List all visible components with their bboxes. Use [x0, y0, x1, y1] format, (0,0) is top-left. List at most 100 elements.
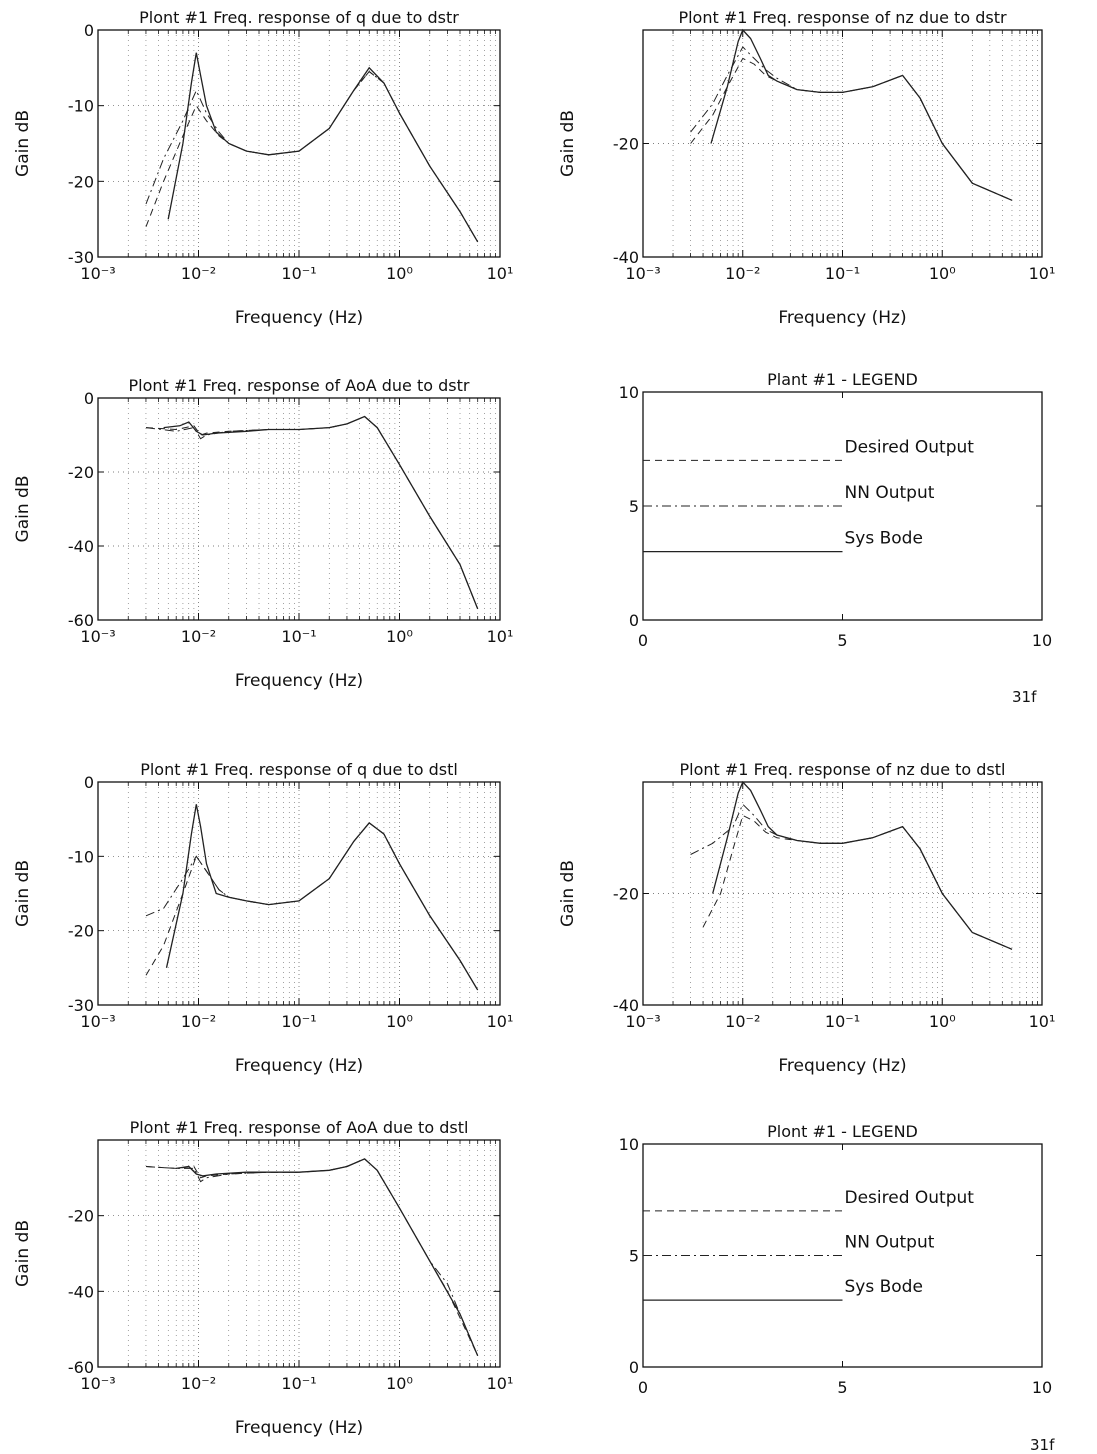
series-line: [176, 1158, 479, 1356]
y-tick-label: 0: [629, 611, 639, 630]
series-line: [145, 822, 479, 991]
x-tick-label: 10⁻²: [181, 1374, 216, 1393]
page-label-top: 31f: [1012, 688, 1037, 706]
y-tick-label: 0: [84, 21, 94, 40]
legend-entry-label: Sys Bode: [845, 529, 923, 549]
y-axis-label: Gain dB: [13, 476, 33, 543]
series-line: [145, 70, 479, 243]
plot-frame: [642, 781, 1043, 1006]
y-axis-label: Gain dB: [13, 860, 33, 927]
x-tick-label: 10: [1032, 1378, 1052, 1397]
x-tick-label: 10⁻²: [725, 264, 760, 283]
page-label-bottom: 31f: [1030, 1436, 1055, 1454]
y-axis-label: Gain dB: [558, 860, 578, 927]
x-tick-label: 10¹: [487, 1012, 514, 1031]
series-line: [145, 70, 479, 243]
series-line: [710, 28, 1013, 201]
x-axis-label: Frequency (Hz): [235, 1056, 363, 1076]
y-axis-label: Gain dB: [13, 1220, 33, 1287]
x-tick-label: 10¹: [487, 264, 514, 283]
series-line: [165, 804, 479, 991]
chart-panel-6: 10⁻³ 10⁻² 10⁻¹ 10⁰ 10¹ -20 -40 Plont #1 Freq. r…: [558, 760, 1055, 1076]
chart-title: Plont #1 Freq. response of nz due to dst…: [678, 8, 1007, 27]
series-line: [163, 415, 479, 610]
legend-entry-label: Sys Bode: [845, 1277, 923, 1297]
series-line: [702, 814, 1013, 950]
x-tick-label: 10⁻²: [725, 1012, 760, 1031]
chart-panel-2: 10⁻³ 10⁻² 10⁻¹ 10⁰ 10¹ -20 -40 Plont #1 Freq. r…: [558, 8, 1055, 328]
x-tick-label: 10⁰: [386, 264, 413, 283]
x-tick-label: 10⁻³: [80, 627, 115, 646]
x-tick-label: 10⁻³: [80, 1374, 115, 1393]
x-tick-label: 0: [638, 631, 648, 650]
x-tick-label: 10: [1032, 631, 1052, 650]
x-tick-label: 5: [837, 631, 847, 650]
y-tick-label: -30: [68, 996, 94, 1015]
y-tick-label: 0: [84, 389, 94, 408]
y-tick-label: -40: [68, 537, 94, 556]
x-tick-label: 10⁰: [929, 1012, 956, 1031]
x-axis-label: Frequency (Hz): [778, 1056, 906, 1076]
y-tick-label: 0: [629, 1358, 639, 1377]
chart-title: Plant #1 - LEGEND: [767, 370, 918, 389]
chart-panel-3: 10⁻³ 10⁻² 10⁻¹ 10⁰ 10¹ 0 -20 -40 -60 Plont #1 Fre…: [13, 376, 513, 691]
chart-panel-4: 0 5 10 0 5 10 Plant #1 - LEGEND Desired Output N…: [619, 370, 1053, 650]
x-tick-label: 10¹: [487, 627, 514, 646]
x-tick-label: 10¹: [1029, 264, 1056, 283]
legend-entry-label: Desired Output: [845, 437, 975, 457]
y-tick-label: -40: [613, 248, 639, 267]
series-line: [167, 52, 479, 243]
series-line: [690, 57, 1013, 201]
chart-panel-7: 10⁻³ 10⁻² 10⁻¹ 10⁰ 10¹ -20 -40 -60 Plont #1 Freq…: [13, 1118, 513, 1438]
x-tick-label: 10¹: [487, 1374, 514, 1393]
legend-entry-label: Desired Output: [845, 1188, 975, 1208]
x-tick-label: 10⁻³: [625, 264, 660, 283]
x-tick-label: 10⁰: [386, 1012, 413, 1031]
x-tick-label: 10⁻¹: [281, 1012, 316, 1031]
x-tick-label: 10⁻¹: [825, 264, 860, 283]
chart-panel-5: 10⁻³ 10⁻² 10⁻¹ 10⁰ 10¹ 0 -10 -20 -30 Plont #1 Fre…: [13, 760, 513, 1076]
x-tick-label: 10⁻³: [80, 264, 115, 283]
x-tick-label: 10⁰: [386, 627, 413, 646]
y-tick-label: -60: [68, 611, 94, 630]
x-tick-label: 0: [638, 1378, 648, 1397]
chart-title: Plont #1 Freq. response of AoA due to ds…: [129, 376, 470, 395]
x-tick-label: 10¹: [1029, 1012, 1056, 1031]
y-tick-label: 10: [619, 1135, 639, 1154]
x-tick-label: 5: [837, 1378, 847, 1397]
y-tick-label: 5: [629, 497, 639, 516]
x-tick-label: 10⁻²: [181, 1012, 216, 1031]
x-axis-label: Frequency (Hz): [235, 671, 363, 691]
y-axis-label: Gain dB: [13, 110, 33, 177]
x-tick-label: 10⁻¹: [281, 264, 316, 283]
x-tick-label: 10⁻²: [181, 264, 216, 283]
y-tick-label: -40: [613, 996, 639, 1015]
x-tick-label: 10⁻¹: [281, 1374, 316, 1393]
plot-frame: [97, 781, 501, 1006]
y-tick-label: -10: [68, 97, 94, 116]
series-line: [712, 780, 1013, 950]
legend-entry-label: NN Output: [845, 483, 935, 503]
series-line: [690, 46, 1013, 201]
chart-title: Plont #1 Freq. response of q due to dstr: [139, 8, 459, 27]
x-axis-label: Frequency (Hz): [235, 308, 363, 328]
x-tick-label: 10⁻²: [181, 627, 216, 646]
y-tick-label: 10: [619, 383, 639, 402]
x-tick-label: 10⁰: [929, 264, 956, 283]
chart-title: Plont #1 - LEGEND: [767, 1122, 918, 1141]
y-tick-label: -60: [68, 1358, 94, 1377]
x-axis-label: Frequency (Hz): [235, 1418, 363, 1438]
chart-title: Plont #1 Freq. response of AoA due to ds…: [130, 1118, 469, 1137]
y-tick-label: -10: [68, 847, 94, 866]
chart-panel-8: 0 5 10 0 5 10 Plont #1 - LEGEND Desired Output N…: [619, 1122, 1053, 1397]
legend-entry-label: NN Output: [845, 1233, 935, 1253]
y-tick-label: -30: [68, 248, 94, 267]
x-tick-label: 10⁻¹: [281, 627, 316, 646]
chart-title: Plont #1 Freq. response of nz due to dst…: [680, 760, 1006, 779]
chart-title: Plont #1 Freq. response of q due to dstl: [140, 760, 458, 779]
x-tick-label: 10⁰: [386, 1374, 413, 1393]
y-axis-label: Gain dB: [558, 110, 578, 177]
y-tick-label: -20: [613, 885, 639, 904]
y-tick-label: -20: [613, 135, 639, 154]
